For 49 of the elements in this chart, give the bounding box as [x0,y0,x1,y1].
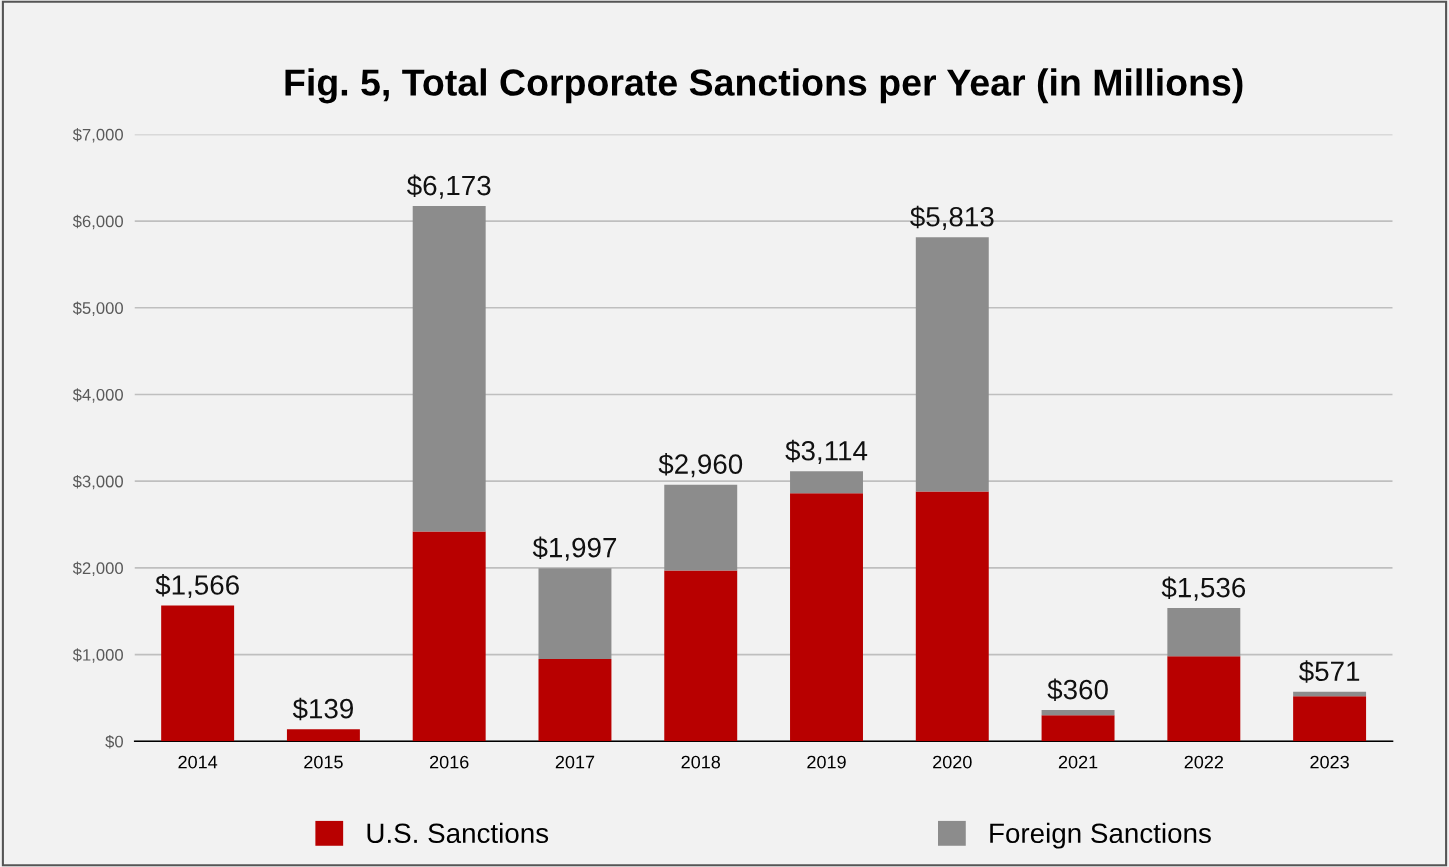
bar [412,531,486,742]
x-tick-label: 2020 [933,755,972,769]
x-tick-label: 2023 [1310,755,1349,769]
y-tick-label: $7,000 [72,128,123,143]
bar [538,568,612,659]
x-tick-label: 2022 [1184,755,1224,769]
bar [1041,715,1115,742]
bar [790,493,863,742]
y-tick-label: $3,000 [72,474,123,490]
bar [1167,608,1241,657]
x-tick-label: 2019 [807,755,846,769]
bar [412,206,486,532]
bar [1167,656,1241,742]
x-tick-label: 2017 [555,755,595,769]
x-tick-label: 2018 [681,755,721,769]
x-tick-label: 2014 [178,755,218,769]
bar [286,729,360,742]
legend-label: U.S. Sanctions [367,822,549,844]
x-tick-label: 2021 [1058,755,1098,769]
total-label: $6,173 [407,174,491,199]
bar [915,491,989,742]
bar [664,484,738,571]
chart-title: Fig. 5, Total Corporate Sanctions per Year (in Millions) [285,68,1243,104]
bar [1293,696,1367,742]
total-label: $3,114 [785,439,868,464]
x-tick-label: 2016 [430,755,469,769]
bar [1041,710,1115,716]
total-label: $139 [292,697,353,721]
legend-label: Foreign Sanctions [990,822,1211,849]
y-tick-label: $4,000 [72,388,123,403]
bar [1293,691,1367,697]
y-tick-label: $1,000 [72,648,123,663]
bar [664,570,738,742]
bar [161,605,235,742]
bar [790,471,863,494]
bar [538,658,612,742]
y-tick-label: $5,000 [72,301,123,316]
y-tick-label: $6,000 [72,214,123,230]
total-label: $1,566 [155,573,239,599]
total-label: $360 [1047,678,1108,702]
total-label: $1,536 [1161,576,1246,601]
total-label: $5,813 [910,205,994,230]
total-label: $571 [1299,660,1360,683]
bar [915,237,989,492]
total-label: $1,997 [532,536,617,561]
x-tick-label: 2015 [304,755,343,769]
y-tick-label: $0 [105,734,123,749]
total-label: $2,960 [658,453,743,478]
y-tick-label: $2,000 [72,561,123,577]
